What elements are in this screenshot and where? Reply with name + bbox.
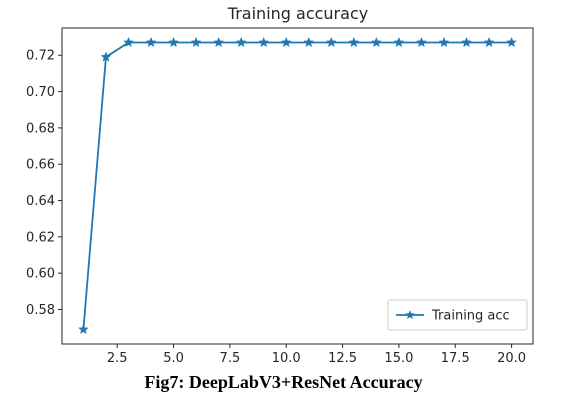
y-tick-label: 0.72 (26, 49, 55, 64)
x-tick-label: 2.5 (107, 351, 128, 366)
data-point-star (483, 36, 495, 48)
y-tick-label: 0.70 (26, 85, 55, 100)
y-tick-label: 0.58 (26, 303, 55, 318)
y-tick-label: 0.68 (26, 121, 55, 136)
data-point-star (370, 36, 382, 48)
data-point-star (280, 36, 292, 48)
x-tick-label: 12.5 (328, 351, 357, 366)
plot-frame (61, 27, 534, 345)
series-line (82, 41, 512, 330)
x-tick-label: 20.0 (497, 351, 526, 366)
data-point-star (77, 323, 89, 335)
data-point-star (123, 36, 134, 48)
data-point-star (506, 36, 518, 48)
data-point-star (325, 36, 337, 48)
legend-label: Training acc (431, 309, 510, 324)
data-point-star (438, 36, 450, 48)
y-axis: 0.58 0.60 0.62 0.64 0.66 0.68 0.70 0.72 (26, 49, 62, 318)
y-tick-label: 0.66 (26, 158, 55, 173)
figure-caption: Fig7: DeepLabV3+ResNet Accuracy (144, 372, 423, 392)
data-point-star (100, 51, 112, 62)
x-axis: 2.5 5.0 7.5 10.0 12.5 15.0 17.5 20.0 (107, 344, 526, 366)
y-tick-label: 0.60 (26, 267, 55, 282)
data-point-star (145, 36, 157, 48)
data-point-star (258, 36, 270, 48)
legend: Training acc (387, 299, 528, 331)
legend-box (387, 299, 528, 331)
x-tick-label: 17.5 (441, 351, 470, 366)
data-point-star (393, 36, 405, 48)
data-point-star (348, 36, 360, 48)
y-tick-label: 0.64 (26, 194, 55, 209)
x-tick-label: 5.0 (163, 351, 184, 366)
data-point-star (235, 36, 247, 48)
chart-title: Training accuracy (227, 4, 368, 23)
x-tick-label: 10.0 (272, 351, 301, 366)
data-point-star (213, 36, 225, 48)
y-tick-label: 0.62 (26, 230, 55, 245)
data-point-star (303, 36, 315, 48)
data-point-star (461, 36, 472, 48)
legend-star-marker-icon (405, 310, 415, 320)
plot-series (77, 36, 518, 335)
x-tick-label: 15.0 (384, 351, 413, 366)
x-tick-label: 7.5 (220, 351, 241, 366)
data-point-star (168, 36, 179, 48)
data-point-star (416, 36, 427, 48)
data-point-star (190, 36, 202, 48)
